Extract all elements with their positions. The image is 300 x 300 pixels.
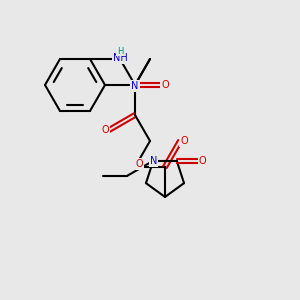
Text: O: O [161, 80, 169, 90]
Text: O: O [199, 156, 207, 166]
Text: N: N [131, 81, 139, 91]
Text: O: O [101, 125, 109, 135]
Text: O: O [180, 136, 188, 146]
Text: H: H [117, 46, 123, 56]
Text: O: O [135, 159, 143, 169]
Text: N: N [150, 156, 157, 166]
Text: NH: NH [112, 53, 128, 63]
